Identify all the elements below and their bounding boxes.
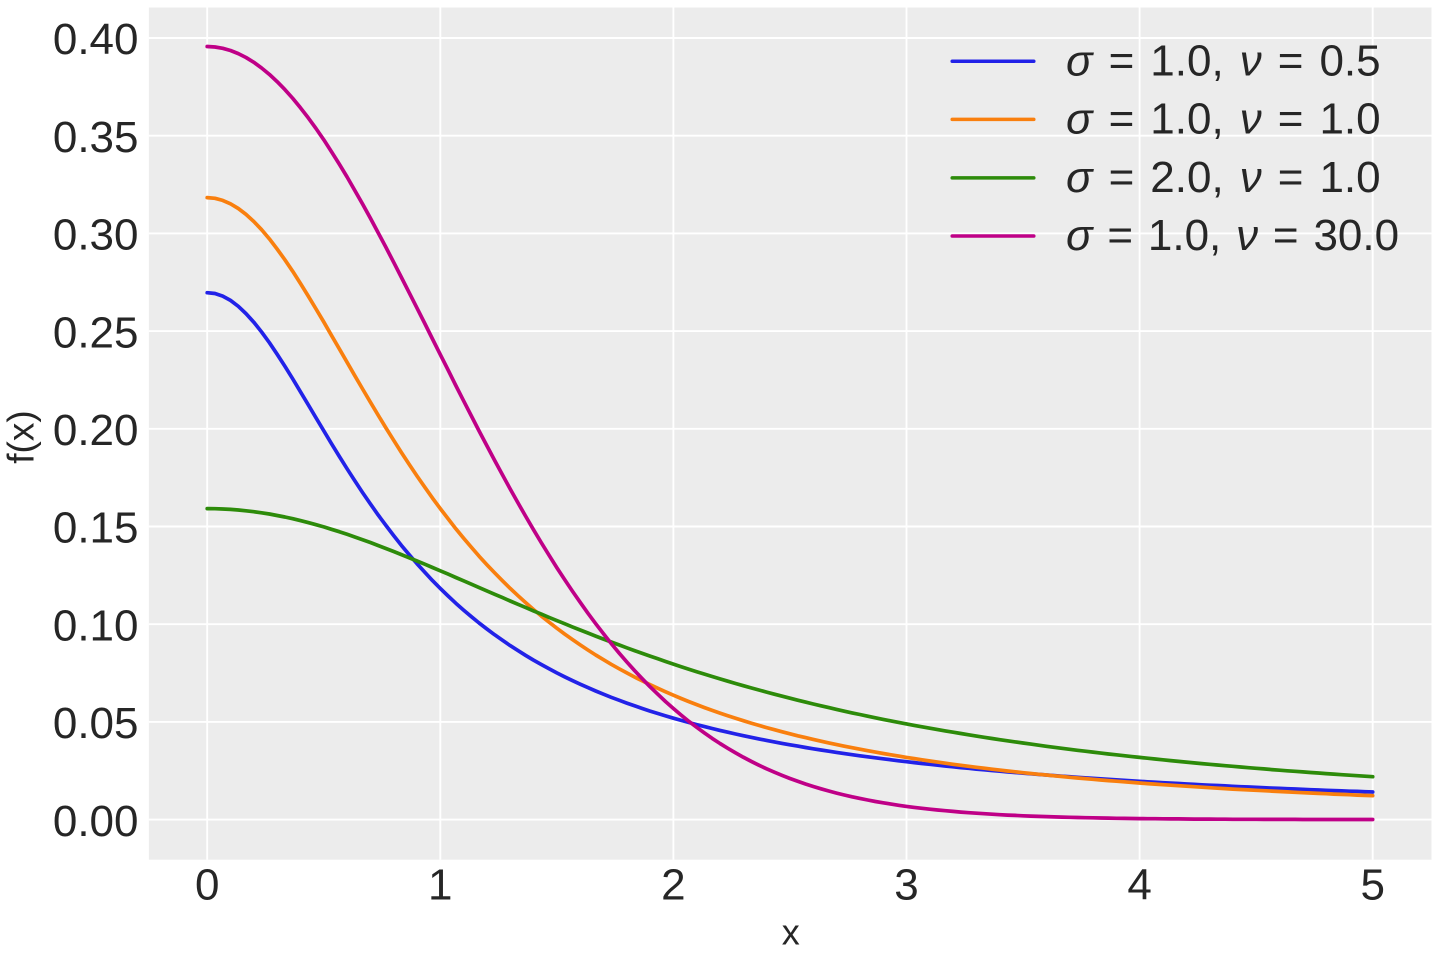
- svg-text:4: 4: [1127, 861, 1151, 910]
- svg-text:σ = 1.0, ν = 30.0: σ = 1.0, ν = 30.0: [1066, 211, 1399, 260]
- svg-text:σ = 2.0, ν = 1.0: σ = 2.0, ν = 1.0: [1066, 153, 1381, 202]
- svg-text:5: 5: [1360, 861, 1384, 910]
- svg-text:σ = 1.0, ν = 0.5: σ = 1.0, ν = 0.5: [1066, 36, 1381, 85]
- svg-text:0.40: 0.40: [53, 15, 139, 64]
- svg-text:1: 1: [428, 861, 452, 910]
- svg-text:0.15: 0.15: [53, 504, 139, 553]
- svg-text:0.30: 0.30: [53, 211, 139, 260]
- svg-text:f(x): f(x): [1, 410, 42, 463]
- svg-text:x: x: [782, 912, 800, 953]
- svg-text:0.25: 0.25: [53, 308, 139, 357]
- svg-text:0.00: 0.00: [53, 797, 139, 846]
- svg-text:0.10: 0.10: [53, 601, 139, 650]
- svg-text:0.05: 0.05: [53, 699, 139, 748]
- svg-text:3: 3: [894, 861, 918, 910]
- svg-text:0.20: 0.20: [53, 406, 139, 455]
- svg-text:0.35: 0.35: [53, 113, 139, 162]
- svg-text:0: 0: [195, 861, 219, 910]
- svg-text:2: 2: [661, 861, 685, 910]
- svg-text:σ = 1.0, ν = 1.0: σ = 1.0, ν = 1.0: [1066, 95, 1381, 144]
